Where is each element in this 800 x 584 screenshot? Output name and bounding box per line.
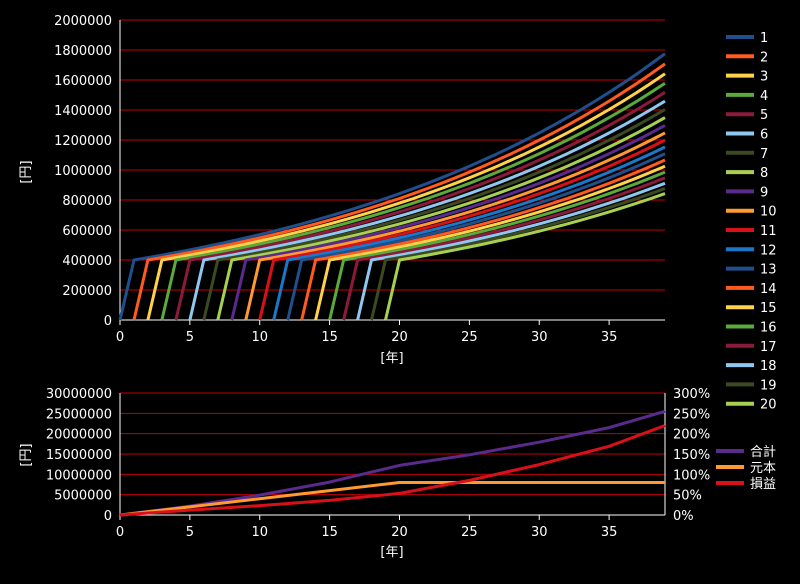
chart2-xtick-label: 25 bbox=[461, 525, 478, 540]
chart2-xtick-label: 5 bbox=[186, 525, 194, 540]
chart1-ytick-label: 1400000 bbox=[54, 104, 112, 119]
chart1-xtick-label: 15 bbox=[321, 330, 338, 345]
chart1-ytick-label: 1000000 bbox=[54, 164, 112, 179]
chart2-ytick-label: 30000000 bbox=[46, 387, 112, 402]
chart1-ytick-label: 1800000 bbox=[54, 44, 112, 59]
chart2-series-3-line bbox=[119, 424, 666, 517]
chart1-y-axis-title: [円] bbox=[19, 160, 34, 183]
chart2-y2tick-label: 50% bbox=[673, 489, 702, 504]
chart1-series-7-line bbox=[202, 108, 666, 321]
chart2-group: 0 5000000 10000000 15000000 20000000 25000000… bbox=[19, 387, 776, 560]
chart1-series-8-line bbox=[216, 116, 666, 321]
chart1-xtick-label: 25 bbox=[461, 330, 478, 345]
chart1-ytick-label: 1600000 bbox=[54, 74, 112, 89]
chart1-series-4-line bbox=[160, 81, 666, 321]
chart2-series-1-line bbox=[119, 409, 666, 517]
chart1-xtick-label: 35 bbox=[601, 330, 618, 345]
chart1-legend-label: 8 bbox=[760, 166, 768, 181]
chart1-series-15-line bbox=[314, 164, 666, 321]
chart2-xtick-label: 10 bbox=[251, 525, 268, 540]
chart1-legend-label: 3 bbox=[760, 70, 768, 85]
chart1-series-17-line bbox=[342, 176, 666, 321]
chart1-legend-label: 13 bbox=[760, 263, 777, 278]
chart1-legend-label: 19 bbox=[760, 378, 777, 393]
chart1-legend-label: 20 bbox=[760, 398, 777, 413]
chart1-legend-label: 7 bbox=[760, 147, 768, 162]
chart1-legend-label: 12 bbox=[760, 243, 777, 258]
chart1-legend-label: 14 bbox=[760, 282, 777, 297]
chart1-series-18-line bbox=[356, 181, 666, 321]
chart1-xtick-label: 0 bbox=[116, 330, 124, 345]
chart2-x-axis-title: [年] bbox=[380, 545, 403, 560]
chart1-legend-label: 16 bbox=[760, 321, 777, 336]
chart1-group: 0 200000 400000 600000 800000 1000000 1200000 1… bbox=[19, 14, 777, 413]
chart2-y-axis-title: [円] bbox=[19, 443, 34, 466]
chart2-ytick-label: 10000000 bbox=[46, 468, 112, 483]
chart1-ytick-label: 600000 bbox=[62, 224, 112, 239]
chart1-series-9-line bbox=[230, 124, 666, 321]
chart1-series-3-line bbox=[146, 72, 666, 321]
chart1-legend-label: 2 bbox=[760, 50, 768, 65]
chart2-legend-label: 損益 bbox=[750, 477, 776, 492]
chart1-series-2-line bbox=[132, 62, 666, 321]
chart1-ytick-label: 0 bbox=[104, 314, 112, 329]
chart2-xtick-label: 20 bbox=[391, 525, 408, 540]
chart1-series-1-line bbox=[118, 52, 666, 321]
chart1-legend-label: 1 bbox=[760, 31, 768, 46]
chart2-xtick-label: 35 bbox=[601, 525, 618, 540]
chart1-series-5-line bbox=[174, 91, 666, 321]
chart2-y2tick-label: 200% bbox=[673, 428, 710, 443]
chart1-legend-label: 4 bbox=[760, 89, 768, 104]
chart1-ytick-label: 800000 bbox=[62, 194, 112, 209]
chart1-legend-label: 5 bbox=[760, 108, 768, 123]
chart1-xtick-label: 10 bbox=[251, 330, 268, 345]
chart1-legend-label: 15 bbox=[760, 301, 777, 316]
chart2-ytick-label: 5000000 bbox=[54, 489, 112, 504]
chart1-ytick-label: 400000 bbox=[62, 254, 112, 269]
chart2-y2tick-label: 0% bbox=[673, 509, 694, 524]
chart1-xtick-label: 30 bbox=[531, 330, 548, 345]
chart1-xtick-label: 20 bbox=[391, 330, 408, 345]
chart1-legend-label: 10 bbox=[760, 205, 777, 220]
chart2-xtick-label: 15 bbox=[321, 525, 338, 540]
chart2-y2tick-label: 100% bbox=[673, 468, 710, 483]
chart1-series-16-line bbox=[328, 170, 666, 321]
chart2-y2tick-label: 300% bbox=[673, 387, 710, 402]
chart2-ytick-label: 15000000 bbox=[46, 448, 112, 463]
chart1-series-14-line bbox=[300, 158, 666, 321]
chart2-legend-label: 合計 bbox=[750, 444, 776, 460]
chart2-ytick-label: 20000000 bbox=[46, 428, 112, 443]
chart2-y2tick-label: 250% bbox=[673, 407, 710, 422]
chart1-series-19-line bbox=[370, 187, 666, 321]
chart1-ytick-label: 200000 bbox=[62, 284, 112, 299]
chart1-legend-label: 17 bbox=[760, 340, 777, 355]
chart1-series-11-line bbox=[258, 138, 666, 321]
chart1-ytick-label: 2000000 bbox=[54, 14, 112, 29]
chart2-xtick-label: 30 bbox=[531, 525, 548, 540]
chart2-legend-label: 元本 bbox=[750, 461, 776, 476]
chart2-xtick-label: 0 bbox=[116, 525, 124, 540]
chart1-legend-label: 11 bbox=[760, 224, 777, 239]
chart1-series-20-line bbox=[384, 192, 666, 321]
chart2-ytick-label: 0 bbox=[104, 509, 112, 524]
chart1-series-13-line bbox=[286, 152, 666, 321]
chart1-legend-label: 6 bbox=[760, 128, 768, 143]
chart1-xtick-label: 5 bbox=[186, 330, 194, 345]
chart1-legend-label: 9 bbox=[760, 185, 768, 200]
chart1-x-axis-title: [年] bbox=[380, 351, 403, 366]
chart1-series-10-line bbox=[244, 131, 666, 321]
chart1-series-12-line bbox=[272, 145, 666, 321]
chart2-y2tick-label: 150% bbox=[673, 448, 710, 463]
chart2-series-2-line bbox=[119, 481, 665, 517]
chart2-ytick-label: 25000000 bbox=[46, 407, 112, 422]
chart1-ytick-label: 1200000 bbox=[54, 134, 112, 149]
chart1-legend-label: 18 bbox=[760, 359, 777, 374]
chart1-series-6-line bbox=[188, 99, 666, 321]
